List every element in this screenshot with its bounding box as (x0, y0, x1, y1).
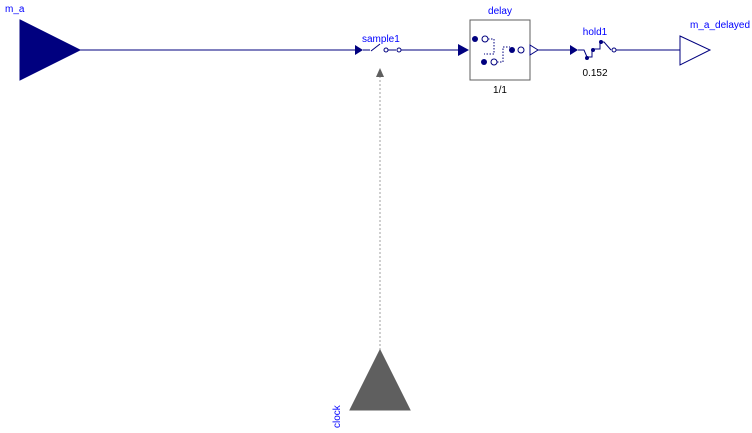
clock-line-arrow (376, 68, 384, 77)
output-block-m-a-delayed[interactable]: m_a_delayed (679, 20, 750, 66)
clock-label: clock (332, 404, 343, 428)
output-connector-triangle[interactable] (679, 35, 712, 66)
sample-label: sample1 (362, 34, 400, 45)
delay-output-arrow (529, 44, 539, 56)
input-connector-triangle[interactable] (19, 19, 82, 81)
delay-block[interactable]: delay 1/1 (469, 6, 539, 96)
delay-label: delay (488, 6, 512, 17)
output-label: m_a_delayed (690, 20, 750, 31)
sample-switch-lever (370, 43, 381, 52)
sample-input-arrow (355, 45, 363, 55)
input-label: m_a (5, 4, 25, 15)
clock-triangle[interactable] (349, 348, 411, 411)
delay-input-arrow (458, 44, 469, 56)
hold-value: 0.152 (582, 68, 607, 79)
hold-input-arrow (570, 45, 578, 55)
hold-block[interactable]: hold1 0.152 (570, 27, 617, 79)
delay-ratio: 1/1 (493, 85, 507, 96)
sample-block[interactable]: sample1 (355, 34, 402, 55)
hold-label: hold1 (583, 27, 608, 38)
input-block-m-a[interactable]: m_a (5, 4, 82, 81)
clock-block[interactable]: clock (332, 348, 411, 428)
